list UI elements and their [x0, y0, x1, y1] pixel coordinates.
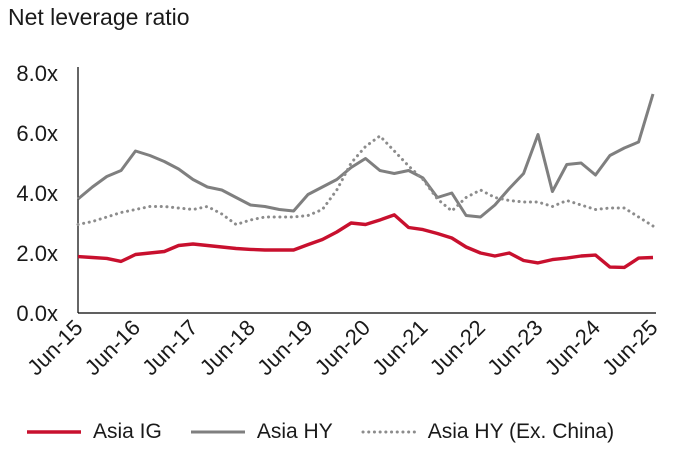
legend-swatch-solid-red-icon	[27, 430, 81, 434]
legend-swatch-dotted-gray-icon	[361, 430, 417, 434]
legend-item-asia-hy: Asia HY	[190, 420, 333, 444]
x-axis-tick-label: Jun-19	[252, 315, 317, 380]
legend-label-asia-ig: Asia IG	[93, 420, 162, 443]
series-lines	[76, 93, 655, 270]
x-axis-tick-label: Jun-16	[80, 315, 145, 380]
x-axis-tick-label: Jun-20	[310, 315, 375, 380]
x-axis-tick-label: Jun-17	[137, 315, 202, 380]
x-axis-tick-label: Jun-22	[425, 315, 490, 380]
y-axis-tick-label: 4.0x	[16, 181, 58, 206]
x-axis-labels: Jun-15Jun-16Jun-17Jun-18Jun-19Jun-20Jun-…	[22, 315, 662, 380]
legend-item-asia-ig: Asia IG	[26, 420, 162, 444]
plot-area: 0.0x 2.0x 4.0x 6.0x 8.0x Jun-15Jun-16Jun-17J…	[16, 61, 662, 380]
series-line-asia-hy	[77, 93, 655, 219]
legend: Asia IG Asia HY Asia HY (Ex. China)	[26, 420, 614, 444]
y-axis-tick-label: 8.0x	[16, 61, 58, 86]
x-axis-tick-label: Jun-23	[482, 315, 547, 380]
chart-title: Net leverage ratio	[8, 4, 190, 30]
legend-item-asia-hy-ex-china: Asia HY (Ex. China)	[361, 420, 614, 444]
y-axis-tick-label: 6.0x	[16, 121, 58, 146]
legend-swatch-solid-gray-icon	[190, 430, 245, 434]
axes	[77, 67, 656, 314]
legend-label-asia-hy-ex-china: Asia HY (Ex. China)	[427, 420, 615, 443]
x-axis-tick-label: Jun-25	[597, 315, 662, 380]
legend-label-asia-hy: Asia HY	[256, 420, 333, 443]
x-axis-tick-label: Jun-18	[195, 315, 260, 380]
y-axis-tick-label: 2.0x	[16, 241, 58, 266]
x-axis-tick-label: Jun-24	[540, 315, 605, 380]
y-axis-labels: 0.0x 2.0x 4.0x 6.0x 8.0x	[16, 61, 58, 326]
y-axis-tick-label: 0.0x	[16, 301, 58, 326]
x-axis-tick-label: Jun-21	[367, 315, 432, 380]
series-line-asia-ig	[77, 213, 654, 270]
series-line-asia-hy-ex-china	[76, 134, 655, 228]
